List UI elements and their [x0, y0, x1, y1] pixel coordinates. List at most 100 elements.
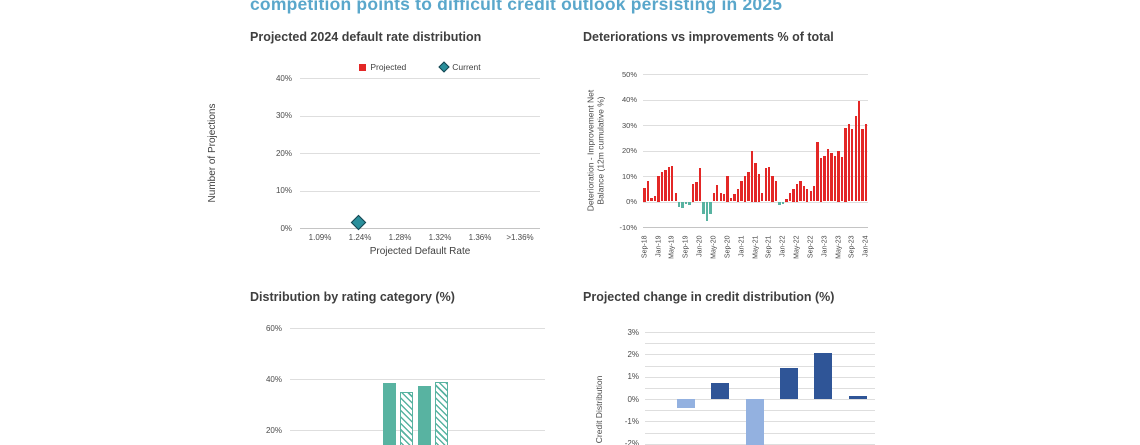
plot-area: -10% 0% 10% 20% 30% 40% 50% Sep-18 Jan-19 May-19 S… — [619, 70, 869, 259]
histogram-bar — [466, 176, 495, 229]
histogram-bar — [346, 93, 375, 228]
month-bar — [653, 196, 657, 202]
y-tick-label: -2% — [624, 439, 639, 445]
legend-item-current: Current — [438, 61, 481, 73]
plot-area: 0% 10% 20% 30% 40% 1.09% 1.24% 1.28% 1.32% 1.36% >… — [276, 74, 540, 242]
gridline — [300, 115, 540, 117]
x-tick-label: Sep-20 — [724, 235, 732, 259]
rating-bar-solid — [383, 382, 396, 445]
chart-net-balance: Deteriorations vs improvements % of tota… — [583, 30, 875, 280]
month-bar — [691, 183, 695, 202]
chart-default-rate-distribution: Projected 2024 default rate distribution… — [207, 30, 550, 275]
chart-title: Projected 2024 default rate distribution — [250, 30, 482, 44]
credit-change-bar — [745, 399, 764, 445]
month-bar — [657, 176, 660, 202]
month-bar — [719, 192, 722, 202]
month-bar — [799, 181, 802, 202]
gridline — [300, 190, 540, 192]
rating-bar-hatched — [400, 391, 413, 445]
month-bar — [747, 172, 750, 202]
y-tick-label: 60% — [265, 323, 282, 333]
x-tick-label: Sep-19 — [682, 235, 690, 259]
month-bar — [671, 165, 674, 202]
month-bar — [750, 150, 754, 202]
month-bar — [864, 123, 868, 202]
gridline — [300, 153, 540, 154]
month-bar — [716, 184, 719, 202]
x-tick-label: 1.28% — [388, 233, 412, 242]
month-bar — [764, 168, 767, 202]
y-axis-title-line2: Balance (12m cumulative %) — [595, 96, 606, 205]
rating-bar-solid — [418, 385, 431, 445]
month-bar — [684, 201, 688, 204]
month-bar — [830, 153, 833, 202]
month-bar — [643, 187, 646, 202]
x-tick-label: Sep-22 — [807, 235, 815, 259]
y-tick-label: -10% — [619, 222, 637, 232]
month-bar — [847, 123, 850, 202]
credit-change-bar — [779, 367, 798, 400]
month-bar — [712, 192, 715, 202]
gridline — [643, 99, 868, 101]
month-bar — [795, 183, 799, 202]
month-bar — [705, 201, 709, 221]
x-axis-title: Projected Default Rate — [369, 246, 471, 257]
month-bar — [768, 167, 771, 202]
y-tick-label: 0% — [626, 197, 637, 207]
y-tick-label: 0% — [627, 394, 639, 404]
chart-title: Projected change in credit distribution … — [583, 290, 835, 304]
x-tick-label: Jan-19 — [655, 235, 663, 257]
month-bar — [660, 172, 664, 202]
month-bar — [761, 192, 764, 202]
gridline — [300, 228, 540, 229]
x-tick-label: Sep-23 — [848, 235, 856, 259]
gridline — [643, 150, 868, 152]
chart-title: Distribution by rating category (%) — [250, 290, 455, 304]
month-bar — [733, 193, 736, 202]
x-tick-label: May-22 — [793, 235, 801, 259]
month-bar — [809, 191, 812, 202]
gridline — [643, 227, 868, 228]
month-bar — [844, 127, 847, 202]
month-bar — [819, 158, 823, 202]
month-bar — [823, 155, 826, 202]
gridline — [643, 125, 868, 126]
credit-change-bar — [814, 353, 833, 399]
histogram-bar — [506, 215, 535, 228]
credit-change-bar — [711, 383, 730, 399]
month-bar — [851, 128, 854, 202]
x-tick-label: Sep-21 — [765, 235, 773, 259]
y-tick-label: 40% — [265, 374, 282, 384]
x-tick-label: 1.36% — [468, 233, 492, 242]
y-tick-label: -1% — [624, 416, 639, 426]
month-bar — [650, 197, 653, 202]
x-tick-label: May-23 — [835, 235, 843, 259]
month-bar — [664, 169, 667, 202]
credit-change-bar — [677, 399, 695, 408]
month-bar — [816, 141, 819, 202]
month-bar — [806, 188, 809, 202]
month-bar — [778, 201, 781, 206]
month-bar — [667, 167, 670, 202]
y-tick-label: 40% — [621, 95, 637, 105]
month-bar — [833, 155, 837, 202]
x-tick-label: Jan-21 — [738, 235, 746, 257]
x-tick-label: Jan-22 — [779, 235, 787, 257]
month-bar — [688, 201, 691, 206]
month-bar — [861, 128, 864, 202]
x-tick-label: May-19 — [668, 235, 676, 259]
gridline — [300, 78, 540, 79]
gridline — [645, 332, 875, 333]
plot-area: 20% 40% 60% — [266, 318, 545, 445]
y-axis-title: Change in Credit Distribution — [594, 375, 604, 445]
x-tick-label: 1.32% — [428, 233, 452, 242]
y-tick-label: 20% — [265, 425, 282, 435]
gridline — [645, 354, 875, 356]
gridline — [290, 379, 545, 381]
month-bar — [813, 186, 816, 202]
current-diamond-icon — [438, 61, 450, 73]
y-tick-label: 20% — [275, 148, 292, 158]
month-bar — [681, 201, 684, 208]
plot-area: 3% 2% 1% 0% -1% -2% — [625, 328, 875, 445]
